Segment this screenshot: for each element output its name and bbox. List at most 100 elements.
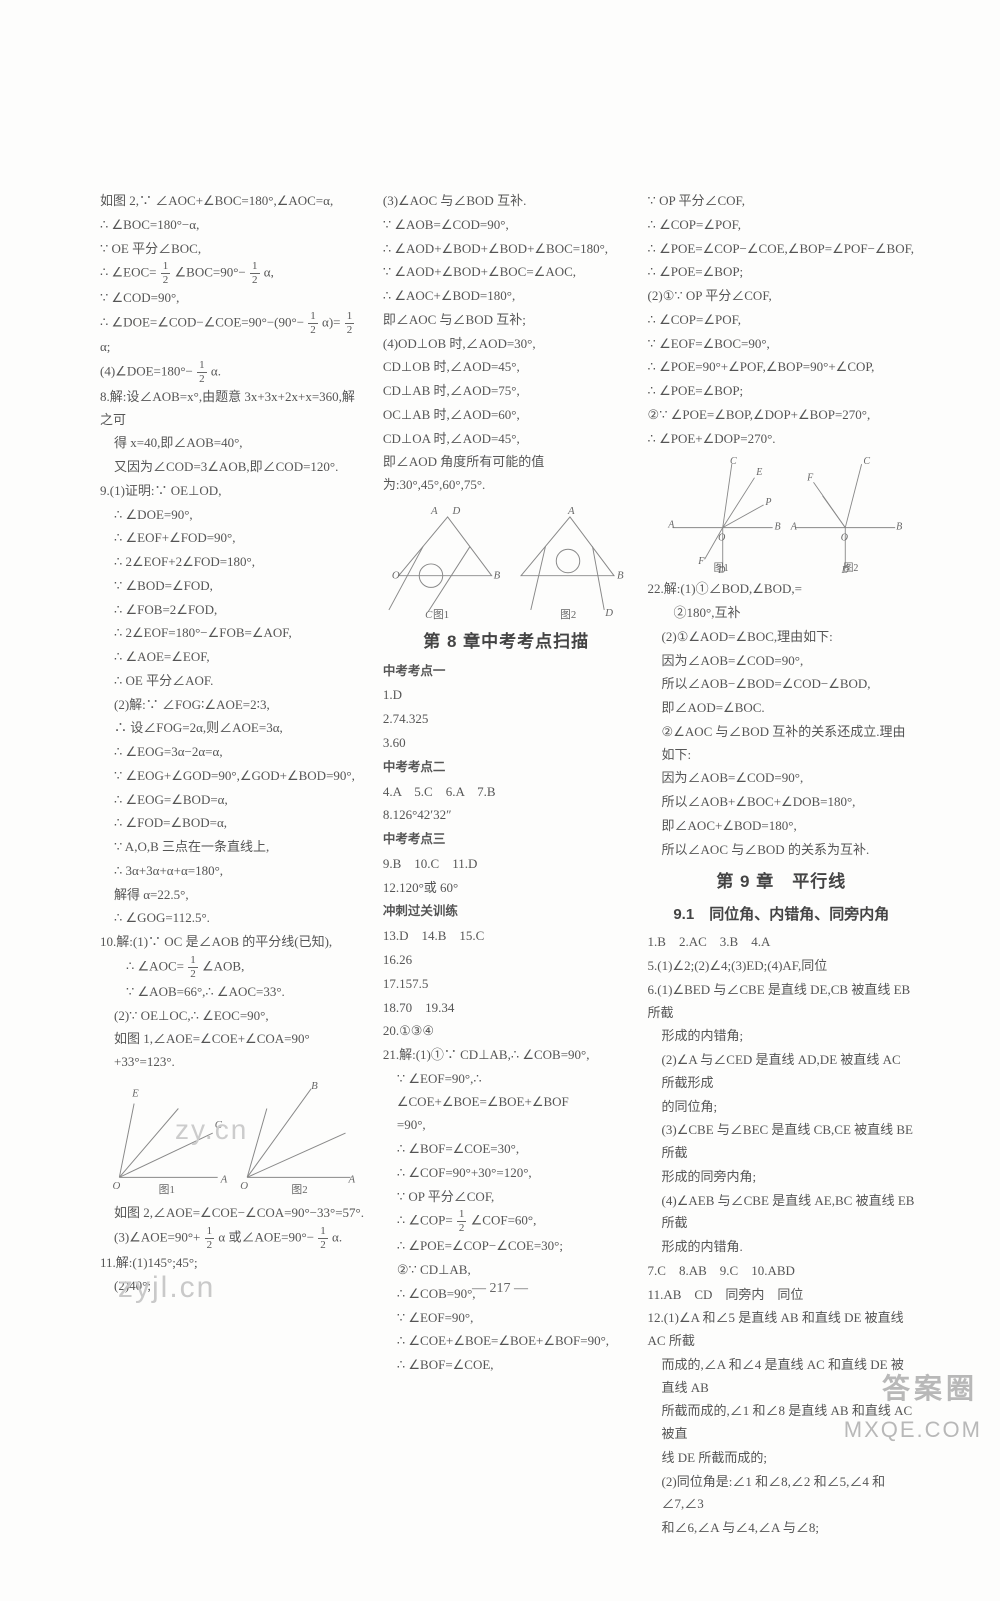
text-line: 如图 2,∵ ∠AOC+∠BOC=180°,∠AOC=α, [100,190,365,213]
text-line: ∴ ∠FOD=∠BOD=α, [100,812,365,835]
svg-text:B: B [617,569,624,581]
text-line: ∴ ∠COE+∠BOE=∠BOE+∠BOF=90°, [383,1330,630,1353]
text-line: 得 x=40,即∠AOB=40°, [100,432,365,455]
text-line: ∴ 2∠EOF+2∠FOD=180°, [100,551,365,574]
text-line: 16.26 [383,949,630,972]
watermark-brand: 答案圈 [882,1364,978,1413]
text-line: 18.70 19.34 [383,997,630,1020]
text-line: ∵ ∠EOG+∠GOD=90°,∠GOD+∠BOD=90°, [100,765,365,788]
text-line: ∴ 3α+3α+α+α=180°, [100,860,365,883]
text-line: ∴ OE 平分∠AOF. [100,670,365,693]
text-line: ∴ ∠BOC=180°−α, [100,214,365,237]
svg-text:C: C [863,456,870,467]
text-line: ∵ A,O,B 三点在一条直线上, [100,836,365,859]
text-line: ∵ ∠AOD+∠BOD+∠BOC=∠AOC, [383,261,630,284]
text-line: ∴ ∠POE=∠COP−∠COE,∠BOP=∠POF−∠BOF, [648,238,915,261]
text-line: 如图 2,∠AOE=∠COE−∠COA=90°−33°=57°. [100,1202,365,1225]
svg-text:E: E [755,467,762,478]
text-line: ∴ ∠POE=∠BOP; [648,261,915,284]
text-line: (4)∠DOE=180°− 12 α. [100,360,365,385]
text-line: 4.A 5.C 6.A 7.B [383,781,630,804]
label-e: E [131,1087,139,1099]
page-content: 如图 2,∵ ∠AOC+∠BOC=180°,∠AOC=α,∴ ∠BOC=180°… [0,0,1000,1601]
text-line: CD⊥OA 时,∠AOD=45°, [383,428,630,451]
text-line: 的同位角; [648,1096,915,1119]
svg-text:图2: 图2 [560,609,576,620]
sub-chongci: 冲刺过关训练 [383,901,630,923]
text-line: 因为∠AOB=∠COD=90°, [648,767,915,790]
text-line: 因为∠AOB=∠COD=90°, [648,650,915,673]
text-line: ②∵ ∠POE=∠BOP,∠DOP+∠BOP=270°, [648,404,915,427]
text-line: ∴ ∠GOG=112.5°. [100,907,365,930]
text-line: (3)∠AOC 与∠BOD 互补. [383,190,630,213]
svg-text:A: A [430,505,438,517]
text-line: 2.74.325 [383,708,630,731]
text-line: 而成的,∠A 和∠4 是直线 AC 和直线 DE 被直线 AB [648,1354,915,1400]
chapter-8-title: 第 8 章中考考点扫描 [383,627,630,657]
text-line: ∴ ∠COP=∠POF, [648,214,915,237]
text-line: 形成的内错角. [648,1236,915,1259]
svg-text:B: B [493,569,500,581]
svg-text:B: B [896,522,902,533]
watermark-url: MXQE.COM [844,1411,982,1450]
text-line: ∴ 2∠EOF=180°−∠FOB=∠AOF, [100,622,365,645]
text-line: ∵ OP 平分∠COF, [648,190,915,213]
text-line: ∴ ∠POE=90°+∠POF,∠BOP=90°+∠COP, [648,356,915,379]
svg-text:O: O [718,533,725,544]
sub-kaodian2: 中考考点二 [383,757,630,779]
text-line: ∴ ∠AOD+∠BOD+∠BOD+∠BOC=180°, [383,238,630,261]
diagram-col3: C E P A O B F D C F A O [648,454,915,574]
text-line: 8.126°42′32″ [383,804,630,827]
text-line: 22.解:(1)①∠BOD,∠BOD,= [648,578,915,601]
text-line: 3.60 [383,732,630,755]
label-a2: A [347,1173,355,1185]
text-line: ∴ ∠EOC= 12 ∠BOC=90°− 12 α, [100,261,365,286]
svg-text:A: A [789,522,797,533]
text-line: 又因为∠COD=3∠AOB,即∠COD=120°. [100,456,365,479]
text-line: ∴ ∠COF=90°+30°=120°, [383,1162,630,1185]
svg-text:图1: 图1 [713,562,728,573]
text-line: 10.解:(1)∵ OC 是∠AOB 的平分线(已知), [100,931,365,954]
svg-text:O: O [392,569,400,581]
text-line: 12.(1)∠A 和∠5 是直线 AB 和直线 DE 被直线 AC 所截 [648,1307,915,1353]
text-line: ∴ ∠EOG=3α−2α=α, [100,741,365,764]
section-9-1-title: 9.1 同位角、内错角、同旁内角 [648,902,915,928]
text-line: ∴ ∠FOB=2∠FOD, [100,599,365,622]
svg-text:O: O [840,533,847,544]
cap1: 图1 [159,1183,175,1196]
label-b2: B [311,1080,318,1092]
column-1: 如图 2,∵ ∠AOC+∠BOC=180°,∠AOC=α,∴ ∠BOC=180°… [100,190,365,1541]
text-line: =90°, [383,1114,630,1137]
text-line: 12.120°或 60° [383,877,630,900]
watermark-zy: zy.cn [175,1105,248,1154]
text-line: ∵ ∠AOB=∠COD=90°, [383,214,630,237]
text-line: ∴ ∠AOC+∠BOD=180°, [383,285,630,308]
text-line: ②180°,互补 [648,602,915,625]
text-line: CD⊥OB 时,∠AOD=45°, [383,356,630,379]
text-line: 和∠6,∠A 与∠4,∠A 与∠8; [648,1517,915,1540]
text-line: OC⊥AB 时,∠AOD=60°, [383,404,630,427]
svg-text:图1: 图1 [433,609,449,620]
text-line: 1.B 2.AC 3.B 4.A [648,931,915,954]
svg-text:P: P [764,497,771,508]
text-line: 即∠AOD=∠BOC. [648,697,915,720]
text-line: ∴ ∠POE=∠COP−∠COE=30°; [383,1235,630,1258]
text-line: 20.①③④ [383,1020,630,1043]
text-line: (2)∠A 与∠CED 是直线 AD,DE 被直线 AC 所截形成 [648,1049,915,1095]
text-line: 17.157.5 [383,973,630,996]
cap2: 图2 [291,1183,307,1196]
text-line: 9.B 10.C 11.D [383,853,630,876]
text-line: (3)∠CBE 与∠BEC 是直线 CB,CE 被直线 BE 所截 [648,1119,915,1165]
text-line: ∴ ∠AOC= 12 ∠AOB, [100,955,365,980]
text-line: ∴ ∠DOE=∠COD−∠COE=90°−(90°− 12 α)= 12 α; [100,311,365,359]
text-line: ∵ ∠EOF=90°,∴ ∠COE+∠BOE=∠BOE+∠BOF [383,1068,630,1114]
text-line: 所以∠AOB−∠BOD=∠COD−∠BOD, [648,673,915,696]
svg-text:图2: 图2 [843,562,858,573]
text-line: ∵ ∠EOF=∠BOC=90°, [648,333,915,356]
text-line: 形成的同旁内角; [648,1166,915,1189]
svg-text:C: C [730,456,737,467]
text-line: ∴ ∠EOF+∠FOD=90°, [100,527,365,550]
svg-text:A: A [667,520,675,531]
text-line: 即∠AOC+∠BOD=180°, [648,815,915,838]
text-line: ∴ ∠POE=∠BOP; [648,380,915,403]
